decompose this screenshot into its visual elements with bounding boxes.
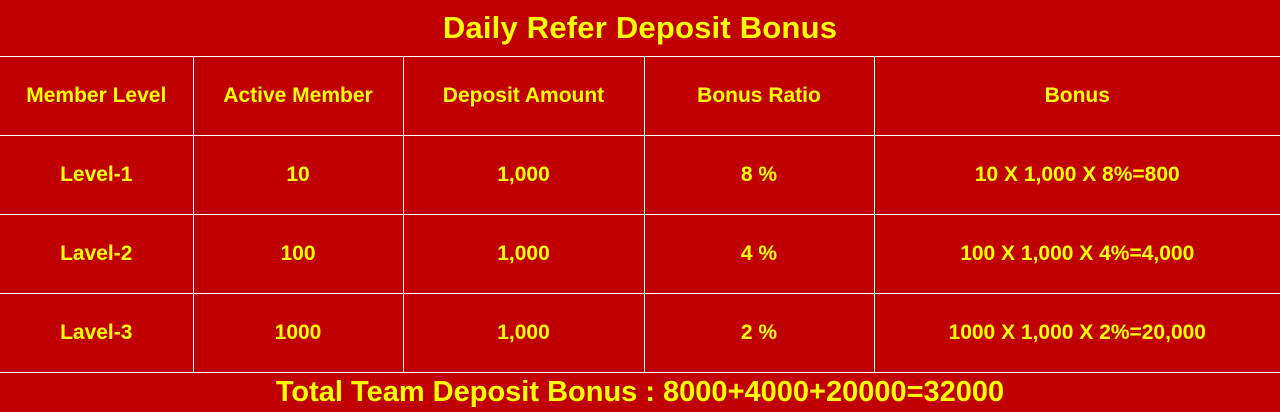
cell-active-member: 10 bbox=[192, 135, 404, 215]
cell-member-level: Lavel-3 bbox=[0, 293, 194, 373]
column-header-bonus-ratio: Bonus Ratio bbox=[643, 56, 875, 136]
cell-deposit-amount: 1,000 bbox=[402, 135, 645, 215]
cell-bonus-ratio: 8 % bbox=[643, 135, 875, 215]
table-header-row: Member Level Active Member Deposit Amoun… bbox=[0, 56, 1280, 136]
table-row: Level-1 10 1,000 8 % 10 X 1,000 X 8%=800 bbox=[0, 135, 1280, 215]
bonus-table: Member Level Active Member Deposit Amoun… bbox=[0, 56, 1280, 373]
column-header-active-member: Active Member bbox=[192, 56, 404, 136]
cell-bonus: 10 X 1,000 X 8%=800 bbox=[873, 135, 1280, 215]
cell-active-member: 100 bbox=[192, 214, 404, 294]
page-title: Daily Refer Deposit Bonus bbox=[442, 10, 838, 45]
column-header-member-level: Member Level bbox=[0, 56, 194, 136]
cell-active-member: 1000 bbox=[192, 293, 404, 373]
cell-bonus: 100 X 1,000 X 4%=4,000 bbox=[873, 214, 1280, 294]
cell-bonus: 1000 X 1,000 X 2%=20,000 bbox=[873, 293, 1280, 373]
cell-bonus-ratio: 2 % bbox=[643, 293, 875, 373]
cell-bonus-ratio: 4 % bbox=[643, 214, 875, 294]
column-header-deposit-amount: Deposit Amount bbox=[402, 56, 645, 136]
total-bonus-footer: Total Team Deposit Bonus : 8000+4000+200… bbox=[0, 372, 1280, 412]
cell-deposit-amount: 1,000 bbox=[402, 293, 645, 373]
column-header-bonus: Bonus bbox=[873, 56, 1280, 136]
cell-deposit-amount: 1,000 bbox=[402, 214, 645, 294]
table-row: Lavel-3 1000 1,000 2 % 1000 X 1,000 X 2%… bbox=[0, 293, 1280, 373]
cell-member-level: Level-1 bbox=[0, 135, 194, 215]
table-row: Lavel-2 100 1,000 4 % 100 X 1,000 X 4%=4… bbox=[0, 214, 1280, 294]
cell-member-level: Lavel-2 bbox=[0, 214, 194, 294]
